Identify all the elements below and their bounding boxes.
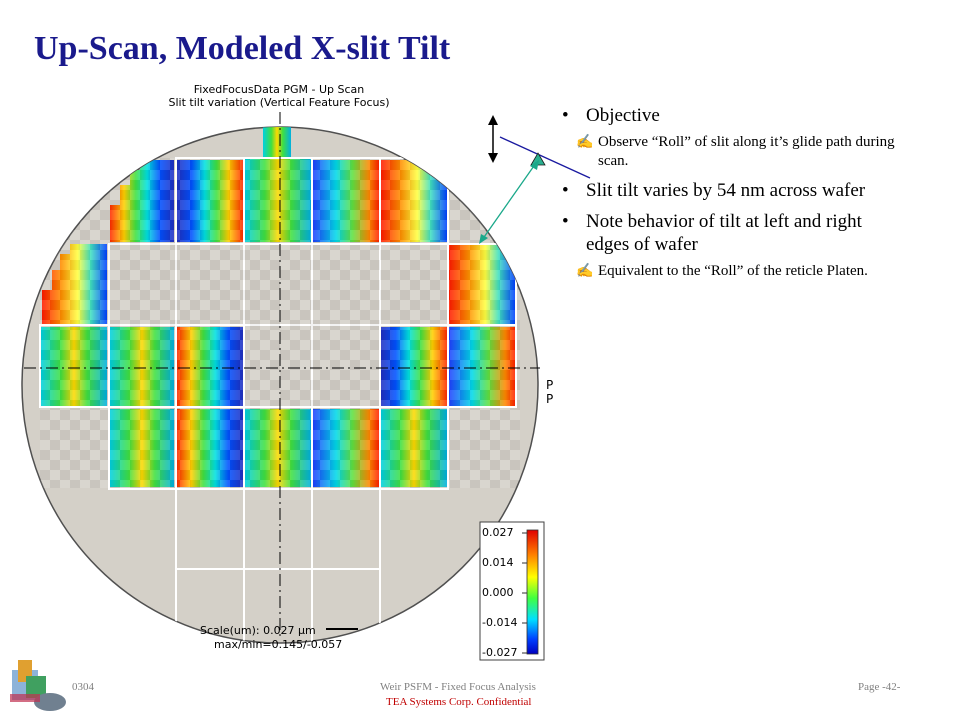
sub-bullet-observe-roll: ✍ Observe “Roll” of slit along it’s glid…: [576, 134, 895, 169]
colorbar-gradient: [526, 529, 539, 655]
sub-bullet-platen-roll: ✍ Equivalent to the “Roll” of the reticl…: [576, 263, 868, 279]
colorbar-label-3: 0.000: [482, 586, 514, 599]
plot-caption-title: FixedFocusData PGM - Up Scan: [193, 83, 365, 96]
footer-date: 0304: [72, 681, 94, 693]
plot-caption-subtitle: Slit tilt variation (Vertical Feature Fo…: [168, 96, 390, 109]
footer-page-number: Page -42-: [858, 681, 901, 693]
bullet-dot-icon: •: [562, 180, 569, 201]
bullet-edge-behavior: • Note behavior of tilt at left and righ…: [562, 211, 862, 255]
bullet-slit-tilt: • Slit tilt varies by 54 nm across wafer: [562, 180, 866, 201]
tea-logo-icon: [10, 660, 66, 711]
pen-bullet-icon: ✍: [576, 135, 594, 150]
bullet-objective: • Objective: [562, 105, 660, 126]
pp-label-bottom: P: [546, 392, 554, 406]
slide-title: Up-Scan, Modeled X-slit Tilt: [34, 30, 451, 67]
footer-confidential: TEA Systems Corp. Confidential: [386, 696, 532, 708]
colorbar-label-4: -0.014: [482, 616, 518, 629]
colorbar-label-2: 0.014: [482, 556, 514, 569]
slit-line: [499, 136, 591, 179]
scale-label: Scale(um): 0.027 µm: [200, 624, 316, 637]
pen-bullet-icon: ✍: [576, 264, 594, 279]
maxmin-label: max/min=0.145/-0.057: [214, 638, 343, 651]
bullet-dot-icon: •: [562, 105, 569, 126]
roll-connector-line: [481, 162, 537, 241]
bullet-list: • Objective ✍ Observe “Roll” of slit alo…: [562, 104, 902, 289]
pp-label-top: P: [546, 378, 554, 392]
exposure-fields: [39, 127, 520, 643]
colorbar-label-1: 0.027: [482, 526, 514, 539]
bullet-dot-icon: •: [562, 211, 569, 232]
footer-title: Weir PSFM - Fixed Focus Analysis: [380, 681, 536, 693]
colorbar-label-5: -0.027: [482, 646, 518, 659]
